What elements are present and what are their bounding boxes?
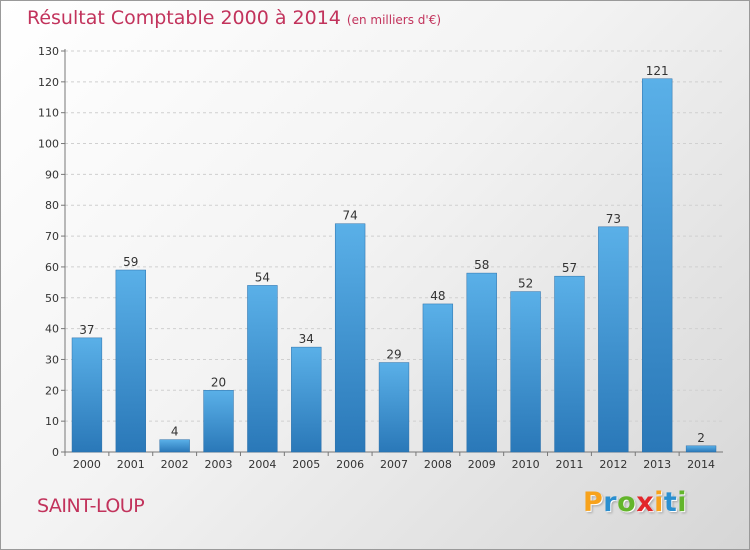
x-tick-label-2001: 2001 <box>117 458 145 471</box>
x-tick-label-2006: 2006 <box>336 458 364 471</box>
bar-2004 <box>247 285 278 453</box>
value-label-2001: 59 <box>123 255 138 269</box>
value-label-2007: 29 <box>386 348 401 362</box>
y-tick-label: 120 <box>38 76 59 89</box>
value-label-2008: 48 <box>430 289 445 303</box>
x-tick-label-2003: 2003 <box>205 458 233 471</box>
y-tick-label: 100 <box>38 138 59 151</box>
bar-2008 <box>422 303 454 453</box>
y-tick-label: 50 <box>45 292 59 305</box>
x-tick-label-2004: 2004 <box>248 458 276 471</box>
x-tick-label-2007: 2007 <box>380 458 408 471</box>
bar-2002 <box>159 439 190 453</box>
y-tick-label: 30 <box>45 353 59 366</box>
y-tick-label: 70 <box>45 230 59 243</box>
x-tick-label-2013: 2013 <box>643 458 671 471</box>
logo-letter: r <box>603 487 618 518</box>
value-label-2014: 2 <box>697 431 705 445</box>
value-label-2000: 37 <box>79 323 94 337</box>
logo-letter: i <box>654 487 664 518</box>
bar-2009 <box>466 272 497 453</box>
y-tick-label: 10 <box>45 415 59 428</box>
y-tick-label: 60 <box>45 261 59 274</box>
x-tick-label-2009: 2009 <box>468 458 496 471</box>
value-label-2012: 73 <box>606 212 621 226</box>
bar-2006 <box>334 223 366 453</box>
x-tick-label-2008: 2008 <box>424 458 452 471</box>
bar-2003 <box>203 390 234 453</box>
y-tick-label: 130 <box>38 45 59 58</box>
y-tick-label: 80 <box>45 199 59 212</box>
proxiti-logo: Proxiti <box>583 487 687 518</box>
bar-2010 <box>510 291 541 453</box>
x-tick-label-2000: 2000 <box>73 458 101 471</box>
x-tick-label-2012: 2012 <box>599 458 627 471</box>
value-label-2006: 74 <box>342 209 357 223</box>
logo-letter: x <box>636 487 655 518</box>
x-tick-label-2014: 2014 <box>687 458 715 471</box>
bar-2005 <box>291 346 322 453</box>
value-label-2004: 54 <box>255 270 270 284</box>
value-label-2003: 20 <box>211 375 226 389</box>
y-tick-label: 90 <box>45 168 59 181</box>
logo-letter: t <box>663 487 678 518</box>
value-label-2010: 52 <box>518 277 533 291</box>
bar-2012 <box>598 226 629 453</box>
chart-title: Résultat Comptable 2000 à 2014 (en millie… <box>27 7 441 29</box>
bar-2013 <box>642 78 673 453</box>
y-tick-label: 110 <box>38 107 59 120</box>
bar-2014 <box>685 445 717 453</box>
y-tick-label: 0 <box>52 446 59 459</box>
x-tick-label-2005: 2005 <box>292 458 320 471</box>
x-tick-label-2010: 2010 <box>512 458 540 471</box>
town-name: SAINT-LOUP <box>37 495 145 517</box>
value-label-2013: 121 <box>646 64 669 78</box>
bars <box>71 78 717 453</box>
y-tick-label: 40 <box>45 323 59 336</box>
logo-letter: o <box>617 487 637 518</box>
bar-2001 <box>115 269 146 453</box>
y-tick-label: 20 <box>45 384 59 397</box>
value-label-2005: 34 <box>299 332 314 346</box>
x-tick-label-2002: 2002 <box>161 458 189 471</box>
logo-letter: i <box>677 487 688 518</box>
bar-2000 <box>71 337 103 453</box>
chart-subtitle: (en milliers d'€) <box>346 13 442 27</box>
value-label-2002: 4 <box>171 425 179 439</box>
x-tick-label-2011: 2011 <box>555 458 583 471</box>
labels: 0 10 20 30 40 50 60 70 80 90 100 110 120 130 37 2000 59 2… <box>38 45 715 471</box>
value-label-2011: 57 <box>562 261 577 275</box>
chart-title-text: Résultat Comptable 2000 à 2014 <box>27 7 341 29</box>
bar-2011 <box>554 275 585 453</box>
bar-2007 <box>378 362 410 453</box>
logo-letter: P <box>583 487 604 518</box>
value-label-2009: 58 <box>474 258 489 272</box>
